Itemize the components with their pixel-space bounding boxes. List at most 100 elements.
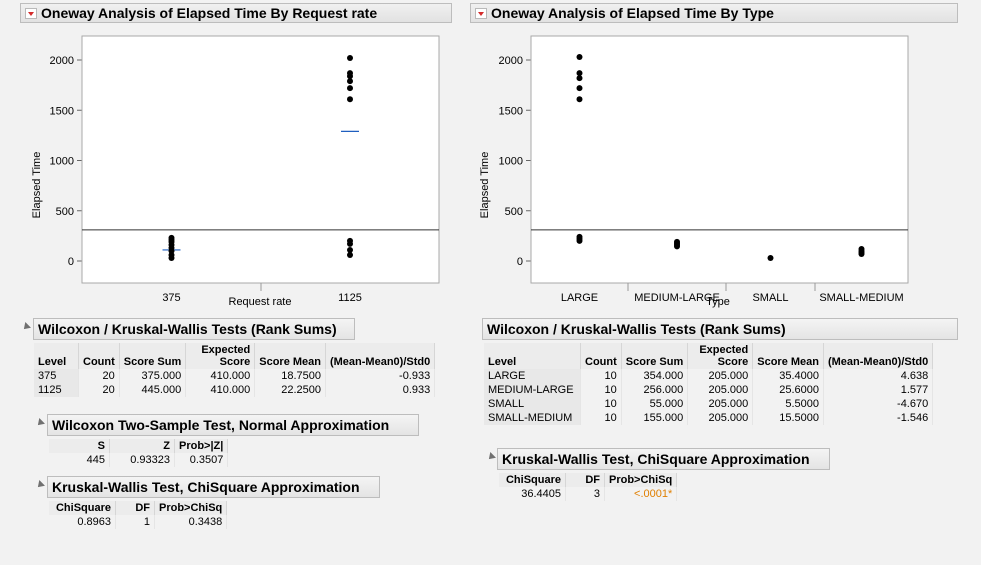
- cell: 410.000: [185, 383, 256, 397]
- cell: 1125: [34, 383, 79, 397]
- right-outline-header[interactable]: Oneway Analysis of Elapsed Time By Type: [470, 3, 958, 23]
- col-header: S: [49, 439, 110, 453]
- red-triangle-menu-icon[interactable]: [25, 8, 37, 19]
- cell: 20: [78, 383, 120, 397]
- data-point: [576, 70, 583, 77]
- cell: 375: [34, 369, 79, 383]
- significant-pvalue: <.0001*: [604, 487, 678, 501]
- y-tick-label: 0: [68, 256, 74, 268]
- cell: 35.4000: [752, 369, 824, 383]
- cell: 205.000: [687, 383, 754, 397]
- cell: 354.000: [621, 369, 689, 383]
- y-tick-label: 1000: [499, 156, 523, 168]
- cell: 10: [580, 411, 622, 425]
- col-header: Score Sum: [621, 343, 689, 369]
- two-sample-title: Wilcoxon Two-Sample Test, Normal Approxi…: [52, 417, 390, 433]
- cell: 445: [49, 453, 110, 467]
- data-point: [168, 234, 175, 241]
- cell: 205.000: [687, 369, 754, 383]
- data-point: [858, 250, 865, 257]
- left-panel-title: Oneway Analysis of Elapsed Time By Reque…: [41, 5, 378, 21]
- data-point: [347, 251, 353, 258]
- data-point: [347, 54, 353, 61]
- cell: -0.933: [325, 369, 436, 383]
- x-tick-label: MEDIUM-LARGE: [634, 292, 720, 304]
- cell: 1: [115, 515, 155, 529]
- right-plot-frame: [530, 35, 909, 284]
- disclosure-icon[interactable]: [486, 452, 496, 462]
- cell: 5.5000: [752, 397, 824, 411]
- cell: 445.000: [119, 383, 187, 397]
- y-tick-label: 500: [56, 206, 74, 218]
- cell: 18.7500: [254, 369, 326, 383]
- right-wilcoxon-header[interactable]: Wilcoxon / Kruskal-Wallis Tests (Rank Su…: [482, 318, 958, 340]
- data-point: [576, 53, 583, 60]
- cell: 20: [78, 369, 120, 383]
- x-tick-label: LARGE: [561, 292, 598, 304]
- cell: 205.000: [687, 411, 754, 425]
- disclosure-icon[interactable]: [35, 480, 45, 490]
- right-kruskal-title: Kruskal-Wallis Test, ChiSquare Approxima…: [502, 451, 810, 467]
- y-tick-label: 2000: [499, 55, 523, 67]
- two-sample-header[interactable]: Wilcoxon Two-Sample Test, Normal Approxi…: [47, 414, 419, 436]
- col-header: Score Mean: [254, 343, 326, 369]
- col-header: Score Sum: [119, 343, 187, 369]
- left-wilcoxon-header[interactable]: Wilcoxon / Kruskal-Wallis Tests (Rank Su…: [33, 318, 355, 340]
- table-row: 1125 20 445.000 410.000 22.2500 0.933: [34, 383, 436, 397]
- col-header: Level: [484, 343, 581, 369]
- cell: 25.6000: [752, 383, 824, 397]
- cell: 0.93323: [109, 453, 175, 467]
- table-row: 36.4405 3 <.0001*: [499, 487, 678, 501]
- col-header: Level: [34, 343, 79, 369]
- disclosure-icon[interactable]: [21, 322, 31, 332]
- table-row: 445 0.93323 0.3507: [49, 453, 229, 467]
- data-point: [347, 240, 353, 247]
- cell: 0.8963: [49, 515, 116, 529]
- red-triangle-menu-icon[interactable]: [475, 8, 487, 19]
- col-header: Prob>ChiSq: [604, 473, 678, 487]
- cell: 4.638: [823, 369, 934, 383]
- col-header: Score Mean: [752, 343, 824, 369]
- x-tick-label: 1125: [338, 292, 362, 304]
- col-header: (Mean-Mean0)/Std0: [823, 343, 934, 369]
- data-point: [767, 254, 774, 261]
- left-outline-header[interactable]: Oneway Analysis of Elapsed Time By Reque…: [20, 3, 452, 23]
- table-row: LARGE 10 354.000 205.000 35.4000 4.638: [484, 369, 934, 383]
- col-header: Expected Score: [687, 343, 754, 369]
- right-kruskal-header[interactable]: Kruskal-Wallis Test, ChiSquare Approxima…: [497, 448, 830, 470]
- cell: 375.000: [119, 369, 187, 383]
- cell: SMALL: [484, 397, 581, 411]
- disclosure-icon[interactable]: [35, 418, 45, 428]
- cell: 256.000: [621, 383, 689, 397]
- cell: 3: [565, 487, 605, 501]
- cell: 22.2500: [254, 383, 326, 397]
- table-row: SMALL-MEDIUM 10 155.000 205.000 15.5000 -1.54…: [484, 411, 934, 425]
- cell: 1.577: [823, 383, 934, 397]
- cell: 0.3438: [154, 515, 228, 529]
- cell: MEDIUM-LARGE: [484, 383, 581, 397]
- left-plot-frame: [81, 35, 440, 284]
- right-wilcoxon-title: Wilcoxon / Kruskal-Wallis Tests (Rank Su…: [487, 321, 786, 337]
- data-point: [576, 75, 583, 82]
- cell: SMALL-MEDIUM: [484, 411, 581, 425]
- left-plot: Elapsed Time 2000 1500 1000 500 0 375 1125 Re…: [31, 35, 440, 308]
- col-header: Expected Score: [185, 343, 256, 369]
- y-tick-label: 1500: [50, 105, 74, 117]
- col-header: (Mean-Mean0)/Std0: [325, 343, 436, 369]
- col-header: DF: [115, 501, 155, 515]
- col-header: Prob>ChiSq: [154, 501, 228, 515]
- left-kruskal-header[interactable]: Kruskal-Wallis Test, ChiSquare Approxima…: [47, 476, 380, 498]
- table-row: 375 20 375.000 410.000 18.7500 -0.933: [34, 369, 436, 383]
- cell: 10: [580, 369, 622, 383]
- cell: 10: [580, 397, 622, 411]
- col-header: Prob>|Z|: [174, 439, 229, 453]
- two-sample-table: S Z Prob>|Z| 445 0.93323 0.3507: [49, 439, 229, 467]
- y-tick-label: 2000: [50, 55, 74, 67]
- cell: 15.5000: [752, 411, 824, 425]
- cell: 0.933: [325, 383, 436, 397]
- x-tick-label: 375: [162, 292, 180, 304]
- left-y-axis-label: Elapsed Time: [31, 152, 43, 219]
- left-wilcoxon-table: Level Count Score Sum Expected Score Sco…: [34, 343, 436, 397]
- x-tick-label: SMALL: [752, 292, 788, 304]
- left-kruskal-title: Kruskal-Wallis Test, ChiSquare Approxima…: [52, 479, 360, 495]
